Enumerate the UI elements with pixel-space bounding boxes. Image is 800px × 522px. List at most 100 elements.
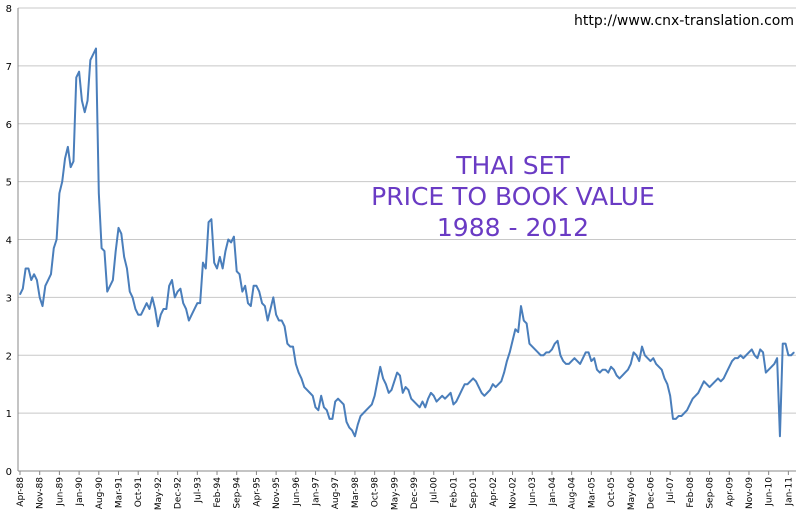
data-point <box>103 250 106 252</box>
data-point <box>25 267 27 270</box>
data-point <box>585 351 587 353</box>
data-point <box>89 59 91 61</box>
data-point <box>562 360 564 362</box>
x-tick-label: Jan-11 <box>784 477 794 507</box>
data-point <box>278 319 280 322</box>
x-tick-label: Jan-90 <box>75 477 85 507</box>
title-line-1: THAI SET <box>456 151 570 180</box>
data-point <box>492 383 494 385</box>
data-point <box>579 363 581 365</box>
data-point <box>765 372 767 374</box>
data-point <box>393 380 395 382</box>
x-tick-label: Feb-94 <box>213 477 223 508</box>
data-point <box>78 71 80 73</box>
data-point <box>500 380 502 382</box>
data-point <box>19 293 21 296</box>
data-point <box>610 366 612 368</box>
data-point <box>233 236 235 238</box>
data-point <box>362 412 364 414</box>
data-point <box>177 290 179 293</box>
data-point <box>596 369 598 371</box>
data-point <box>793 351 795 353</box>
data-point <box>790 354 792 356</box>
x-tick-label: May-99 <box>390 477 400 510</box>
data-point <box>672 418 674 420</box>
data-point <box>478 386 480 388</box>
data-point <box>776 357 778 359</box>
data-point <box>756 357 759 359</box>
data-point <box>202 262 204 264</box>
data-point <box>458 395 460 397</box>
data-point <box>565 363 567 365</box>
data-point <box>590 360 592 362</box>
x-tick-label: Feb-08 <box>686 477 696 508</box>
data-point <box>345 421 348 423</box>
x-tick-label: Aug-90 <box>95 477 105 510</box>
data-point <box>216 267 218 270</box>
data-point <box>523 319 525 322</box>
data-point <box>410 398 412 400</box>
data-point <box>140 314 142 316</box>
title-line-2: PRICE TO BOOK VALUE <box>371 182 655 211</box>
data-point <box>540 354 542 356</box>
data-point <box>666 383 668 385</box>
data-point <box>714 380 716 382</box>
data-point <box>39 296 41 298</box>
data-point <box>368 406 370 408</box>
data-point <box>58 192 61 194</box>
data-point <box>64 157 66 160</box>
data-point <box>390 389 393 391</box>
data-point <box>261 302 263 304</box>
data-point <box>739 354 742 356</box>
data-point <box>210 218 212 220</box>
data-point <box>554 343 556 345</box>
data-point <box>604 369 607 371</box>
x-tick-label: Jul-00 <box>430 477 440 504</box>
data-point <box>483 395 485 397</box>
data-point <box>55 238 58 241</box>
data-point <box>444 398 446 400</box>
data-point <box>624 372 626 374</box>
data-point <box>568 363 570 365</box>
data-point <box>334 400 336 403</box>
data-point <box>365 409 367 411</box>
data-point <box>320 395 322 397</box>
data-point <box>41 305 44 307</box>
data-point <box>692 398 694 400</box>
data-point <box>464 383 466 385</box>
data-point <box>227 238 229 241</box>
data-point <box>784 343 787 345</box>
y-tick-label: 3 <box>6 293 12 304</box>
data-point <box>222 267 224 270</box>
data-point <box>511 340 514 342</box>
watermark-url: http://www.cnx-translation.com <box>574 13 794 29</box>
data-point <box>404 386 407 388</box>
data-point <box>717 377 719 379</box>
data-point <box>357 424 359 426</box>
data-point <box>224 250 227 252</box>
data-point <box>745 354 747 356</box>
data-point <box>295 363 297 365</box>
data-point <box>661 369 663 371</box>
data-point <box>354 435 356 437</box>
data-point <box>343 403 345 406</box>
x-tick-label: Jan-97 <box>312 477 322 507</box>
data-point <box>762 351 764 353</box>
x-tick-label: Dec-92 <box>174 477 184 509</box>
data-point <box>787 354 789 356</box>
data-point <box>779 435 781 437</box>
data-point <box>480 392 483 394</box>
data-point <box>281 319 283 322</box>
data-point <box>244 285 246 287</box>
data-point <box>599 372 601 374</box>
data-point <box>168 285 170 287</box>
data-point <box>75 76 77 79</box>
x-tick-label: Apr-88 <box>16 477 26 507</box>
data-point <box>317 409 319 411</box>
data-point <box>621 374 623 377</box>
data-point <box>450 392 452 394</box>
data-point <box>447 395 449 397</box>
data-point <box>131 296 134 298</box>
data-point <box>497 383 500 385</box>
x-tick-label: Aug-97 <box>331 477 341 509</box>
